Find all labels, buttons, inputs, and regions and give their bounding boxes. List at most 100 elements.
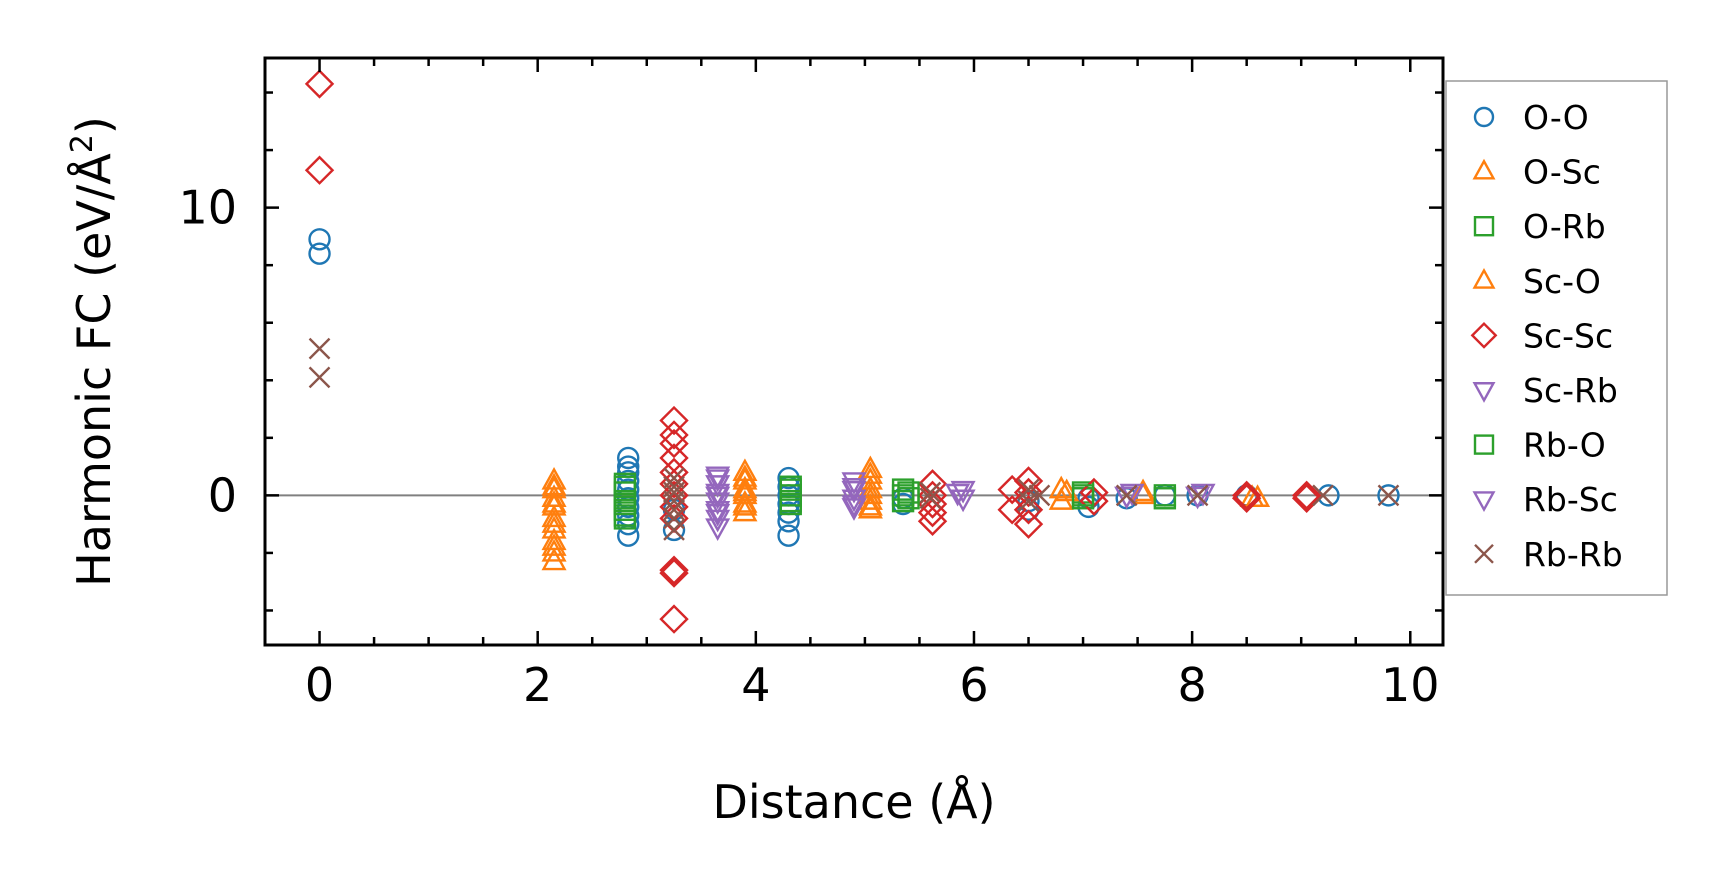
x-tick-label: 8: [1177, 658, 1206, 712]
data-point: [705, 518, 731, 542]
data-point: [917, 497, 948, 528]
data-point: [950, 489, 976, 513]
data-point: [1186, 484, 1209, 507]
data-point: [308, 228, 331, 251]
data-point: [613, 475, 637, 498]
data-point: [308, 242, 331, 265]
legend: O-O O-Sc O-Rb Sc-O Sc-Sc Sc-Rb Rb-O Rb-Sc Rb-Rb: [1445, 80, 1668, 596]
data-point: [1013, 509, 1044, 539]
data-point: [857, 481, 883, 505]
x-axis-title: Distance (Å): [712, 775, 995, 829]
data-point: [541, 510, 567, 533]
legend-item: O-Rb: [1473, 207, 1606, 246]
data-point: [732, 464, 758, 487]
data-point: [541, 533, 567, 556]
data-point: [919, 481, 942, 504]
data-point: [541, 538, 567, 562]
data-point: [1071, 484, 1095, 507]
data-point: [617, 446, 640, 470]
data-point: [1114, 486, 1140, 510]
data-point: [732, 478, 758, 502]
data-point: [705, 503, 731, 527]
data-point: [1079, 486, 1109, 516]
data-point: [705, 486, 731, 510]
x-tick-label: 0: [305, 658, 334, 712]
data-point: [663, 507, 685, 530]
data-point: [891, 489, 915, 513]
data-point: [659, 558, 689, 588]
data-point: [663, 519, 685, 541]
data-point: [777, 524, 800, 547]
plot-frame: [263, 56, 1445, 647]
legend-item: O-O: [1473, 98, 1589, 137]
data-point: [732, 467, 758, 490]
data-point: [1028, 484, 1051, 507]
data-point: [1231, 483, 1262, 513]
data-point: [779, 489, 802, 513]
data-point: [897, 487, 920, 510]
data-point: [659, 555, 689, 585]
data-point: [1115, 484, 1138, 507]
data-point: [1291, 483, 1322, 513]
data-point: [613, 492, 637, 516]
y-axis-title-superscript: 2: [65, 134, 100, 153]
legend-item: Rb-Rb: [1474, 535, 1623, 574]
series-sc-sc: [304, 69, 1322, 634]
data-point: [663, 490, 685, 512]
data-point: [308, 366, 331, 389]
x-tick-label: 2: [523, 658, 552, 712]
data-point: [1013, 495, 1044, 525]
x-tick-label: 10: [1381, 658, 1440, 712]
legend-item: Sc-Sc: [1470, 316, 1613, 355]
data-point: [1185, 486, 1211, 510]
data-point: [917, 506, 948, 536]
data-point: [945, 483, 971, 507]
data-point: [304, 155, 335, 185]
data-point: [841, 478, 867, 501]
data-point: [705, 469, 731, 493]
y-tick-label: 10: [178, 181, 237, 235]
data-point: [1013, 466, 1044, 496]
y-tick-label: 0: [208, 468, 237, 522]
x-tick-label: 6: [959, 658, 988, 712]
data-point: [304, 69, 335, 99]
legend-label: Rb-O: [1523, 426, 1606, 465]
series-rb-sc: [705, 469, 1211, 527]
legend-label: Sc-Rb: [1523, 371, 1618, 410]
legend-label: Sc-O: [1523, 262, 1601, 301]
legend-marker: [1472, 267, 1496, 289]
legend-label: O-Sc: [1523, 153, 1601, 192]
data-point: [663, 481, 685, 504]
data-point: [777, 466, 800, 490]
data-point: [659, 420, 689, 450]
legend-item: Rb-O: [1473, 426, 1606, 465]
data-point: [541, 504, 567, 528]
data-point: [659, 604, 689, 634]
data-point: [659, 405, 689, 436]
data-point: [919, 487, 942, 510]
legend-marker: [1470, 322, 1498, 349]
legend-label: Rb-Sc: [1523, 480, 1618, 519]
legend-marker: [1473, 215, 1495, 237]
data-point: [1013, 477, 1044, 508]
data-point: [1153, 487, 1177, 510]
series-rb-rb: [308, 337, 1400, 541]
legend-item: Sc-Rb: [1472, 371, 1618, 410]
y-axis-title-main: Harmonic FC (eV/Å: [67, 153, 121, 587]
data-point: [857, 495, 883, 519]
data-point: [779, 478, 802, 501]
legend-label: O-Rb: [1523, 207, 1606, 246]
data-points-layer: [304, 69, 1400, 634]
data-point: [308, 337, 331, 360]
legend-marker: [1472, 158, 1496, 180]
legend-item: O-Sc: [1472, 153, 1601, 192]
y-axis-title: Harmonic FC (eV/Å2): [65, 116, 121, 587]
data-point: [732, 498, 758, 522]
data-point: [1312, 484, 1334, 507]
data-point: [1377, 484, 1400, 507]
legend-marker: [1472, 491, 1496, 513]
legend-label: Sc-Sc: [1523, 316, 1613, 355]
legend-label: Rb-Rb: [1523, 535, 1623, 574]
y-axis-title-close: ): [67, 116, 121, 134]
